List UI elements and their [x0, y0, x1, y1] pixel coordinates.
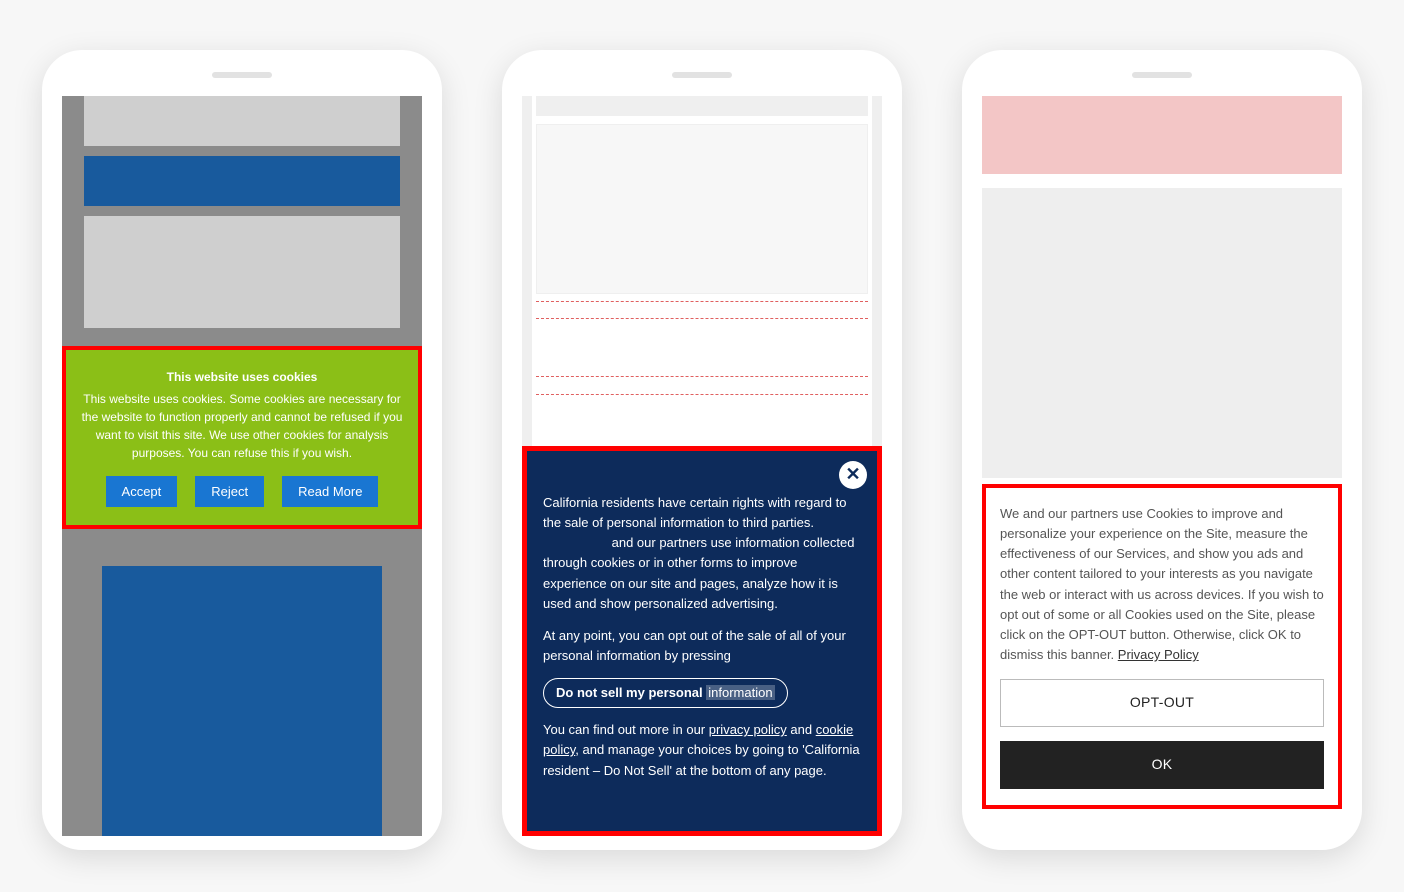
page-background: This website uses cookies This website u…	[62, 96, 422, 836]
ccpa-text: California residents have certain rights…	[543, 495, 846, 530]
pill-text-b: information	[706, 685, 774, 700]
ok-button[interactable]: OK	[1000, 741, 1324, 789]
wireframe-block	[982, 188, 1342, 478]
wireframe-block	[536, 124, 868, 294]
page-background: We and our partners use Cookies to impro…	[982, 96, 1342, 836]
opt-out-button[interactable]: OPT-OUT	[1000, 679, 1324, 727]
phone-speaker	[672, 72, 732, 78]
phone-speaker	[1132, 72, 1192, 78]
phone-mockup-2: ✕ California residents have certain righ…	[502, 50, 902, 850]
cookie-title: This website uses cookies	[80, 368, 404, 386]
cookie-banner: This website uses cookies This website u…	[62, 346, 422, 529]
ccpa-text: , and manage your choices by going to 'C…	[543, 742, 860, 777]
wireframe-block	[84, 156, 400, 206]
close-icon[interactable]: ✕	[839, 461, 867, 489]
phone-speaker	[212, 72, 272, 78]
ccpa-paragraph: At any point, you can opt out of the sal…	[543, 626, 861, 666]
cookie-button-row: Accept Reject Read More	[80, 476, 404, 507]
wireframe-block	[536, 96, 868, 116]
do-not-sell-button[interactable]: Do not sell my personal information	[543, 678, 788, 708]
ccpa-text: and our partners use information collect…	[543, 535, 854, 610]
privacy-policy-link[interactable]: privacy policy	[709, 722, 787, 737]
ccpa-paragraph: You can find out more in our privacy pol…	[543, 720, 861, 780]
phone-screen: ✕ California residents have certain righ…	[522, 96, 882, 836]
cookie-body: This website uses cookies. Some cookies …	[80, 390, 404, 462]
wireframe-divider	[536, 394, 868, 395]
wireframe-divider	[536, 376, 868, 377]
wireframe-block	[84, 96, 400, 146]
accept-button[interactable]: Accept	[106, 476, 178, 507]
notice-body-wrap: We and our partners use Cookies to impro…	[1000, 504, 1324, 665]
wireframe-block	[84, 216, 400, 328]
ccpa-paragraph: California residents have certain rights…	[543, 493, 861, 614]
ccpa-text: You can find out more in our	[543, 722, 709, 737]
read-more-button[interactable]: Read More	[282, 476, 378, 507]
privacy-policy-link[interactable]: Privacy Policy	[1118, 647, 1199, 662]
phone-screen: This website uses cookies This website u…	[62, 96, 422, 836]
cookie-notice: We and our partners use Cookies to impro…	[982, 484, 1342, 809]
wireframe-block	[102, 566, 382, 836]
ccpa-notice: ✕ California residents have certain righ…	[522, 446, 882, 836]
pill-text-a: Do not sell my personal	[556, 685, 706, 700]
phone-mockup-1: This website uses cookies This website u…	[42, 50, 442, 850]
reject-button[interactable]: Reject	[195, 476, 264, 507]
wireframe-block	[982, 96, 1342, 174]
notice-body: We and our partners use Cookies to impro…	[1000, 506, 1324, 662]
wireframe-divider	[536, 318, 868, 319]
ccpa-text: and	[787, 722, 816, 737]
page-background: ✕ California residents have certain righ…	[522, 96, 882, 836]
phone-screen: We and our partners use Cookies to impro…	[982, 96, 1342, 836]
phone-mockup-3: We and our partners use Cookies to impro…	[962, 50, 1362, 850]
wireframe-divider	[536, 301, 868, 302]
